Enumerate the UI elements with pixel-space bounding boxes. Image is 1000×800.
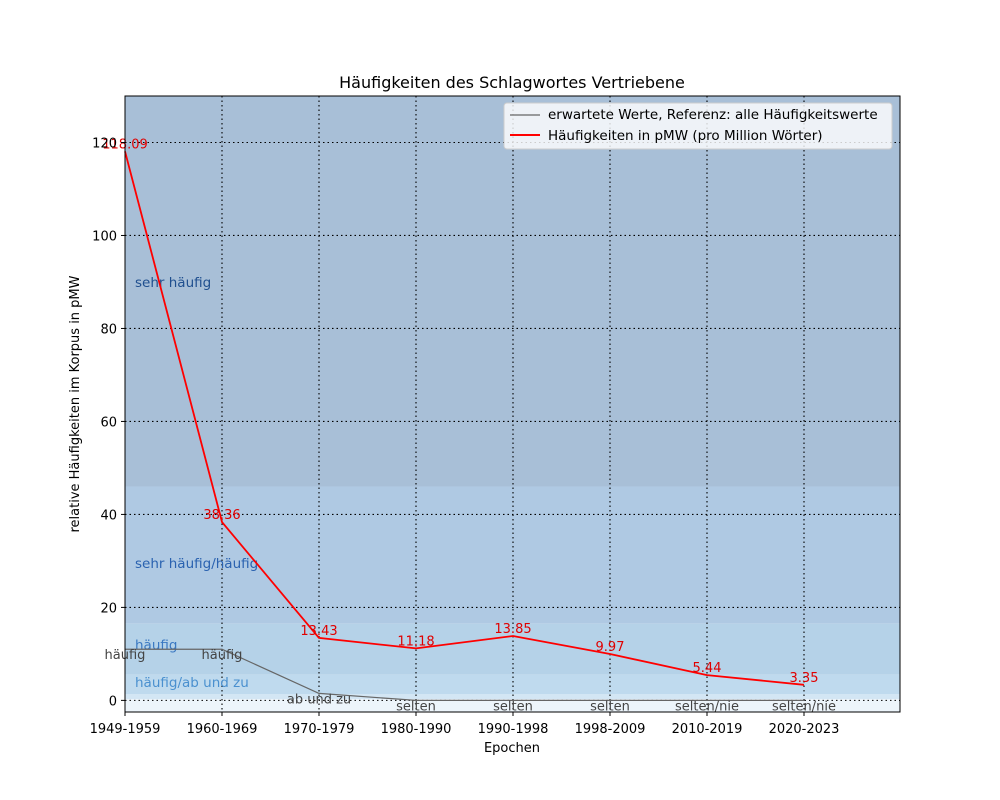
- legend-label-expected: erwartete Werte, Referenz: alle Häufigke…: [548, 107, 878, 123]
- expected-label-3: selten: [396, 699, 436, 714]
- plot-area: sehr häufig sehr häufig/häufig häufig häufi…: [90, 95, 901, 737]
- value-label-5: 9.97: [596, 640, 625, 655]
- expected-label-4: selten: [493, 699, 533, 714]
- x-tick-label-7: 2020-2023: [769, 722, 840, 737]
- expected-label-2: ab und zu: [287, 692, 351, 707]
- y-tick-label-4: 80: [100, 322, 117, 337]
- value-label-2: 13.43: [300, 624, 337, 639]
- expected-label-6: selten/nie: [675, 699, 739, 714]
- y-tick-label-6: 120: [92, 136, 117, 151]
- x-tick-label-1: 1960-1969: [187, 722, 258, 737]
- band-label-1: sehr häufig/häufig: [135, 556, 258, 572]
- band-3: [125, 674, 900, 695]
- y-tick-label-0: 0: [109, 694, 117, 709]
- y-axis-title: relative Häufigkeiten im Korpus in pMW: [68, 275, 83, 532]
- band-label-0: sehr häufig: [135, 275, 211, 291]
- x-tick-label-3: 1980-1990: [381, 722, 452, 737]
- x-tick-label-0: 1949-1959: [90, 722, 161, 737]
- y-tick-label-1: 20: [100, 601, 117, 616]
- series-observed-line: [124, 151, 805, 686]
- value-label-6: 5.44: [693, 661, 722, 676]
- legend-box: [503, 102, 893, 150]
- series-expected-line: [125, 648, 804, 701]
- band-label-3: häufig/ab und zu: [135, 675, 249, 691]
- expected-label-7: selten/nie: [772, 699, 836, 714]
- expected-label-1: häufig: [202, 648, 243, 663]
- band-4: [125, 694, 900, 699]
- value-label-7: 3.35: [790, 671, 819, 686]
- x-tick-label-5: 1998-2009: [575, 722, 646, 737]
- x-tick-label-2: 1970-1979: [284, 722, 355, 737]
- value-label-3: 11.18: [397, 634, 434, 649]
- expected-label-5: selten: [590, 699, 630, 714]
- y-tick-label-3: 60: [100, 415, 117, 430]
- legend-label-observed: Häufigkeiten in pMW (pro Million Wörter): [548, 128, 823, 144]
- chart-title: Häufigkeiten des Schlagwortes Vertrieben…: [339, 73, 685, 92]
- value-label-4: 13.85: [494, 622, 531, 637]
- x-tick-label-6: 2010-2019: [672, 722, 743, 737]
- legend: erwartete Werte, Referenz: alle Häufigke…: [503, 102, 893, 150]
- y-tick-label-5: 100: [92, 229, 117, 244]
- x-tick-label-4: 1990-1998: [478, 722, 549, 737]
- value-label-1: 38.36: [203, 508, 240, 523]
- y-tick-label-2: 40: [100, 508, 117, 523]
- x-axis-title: Epochen: [484, 741, 540, 756]
